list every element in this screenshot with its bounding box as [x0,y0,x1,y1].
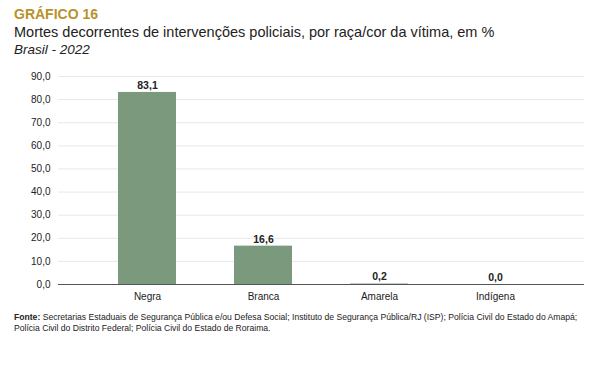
svg-text:83,1: 83,1 [137,79,158,91]
svg-text:Negra: Negra [134,291,162,302]
svg-text:10,0: 10,0 [31,256,51,267]
svg-text:50,0: 50,0 [31,163,51,174]
svg-text:70,0: 70,0 [31,117,51,128]
svg-text:60,0: 60,0 [31,140,51,151]
svg-text:90,0: 90,0 [31,71,51,82]
svg-text:Amarela: Amarela [361,291,399,302]
html-text:Fonte: Secretarias Estaduais d: Fonte: Secretarias Estaduais de Seguranç… [14,312,578,333]
html-text:Mortes decorrentes de interven: Mortes decorrentes de intervenções polic… [14,24,495,40]
svg-text:80,0: 80,0 [31,94,51,105]
svg-text:0,0: 0,0 [488,271,503,283]
svg-text:0,2: 0,2 [372,270,387,282]
svg-text:20,0: 20,0 [31,232,51,243]
html-text:Brasil - 2022: Brasil - 2022 [14,42,90,57]
svg-text:16,6: 16,6 [253,232,274,244]
svg-text:0,0: 0,0 [37,279,51,290]
svg-text:40,0: 40,0 [31,186,51,197]
html-text:GRÁFICO 16: GRÁFICO 16 [14,6,98,22]
svg-text:Indígena: Indígena [476,291,515,302]
svg-text:30,0: 30,0 [31,209,51,220]
svg-text:Branca: Branca [248,291,280,302]
